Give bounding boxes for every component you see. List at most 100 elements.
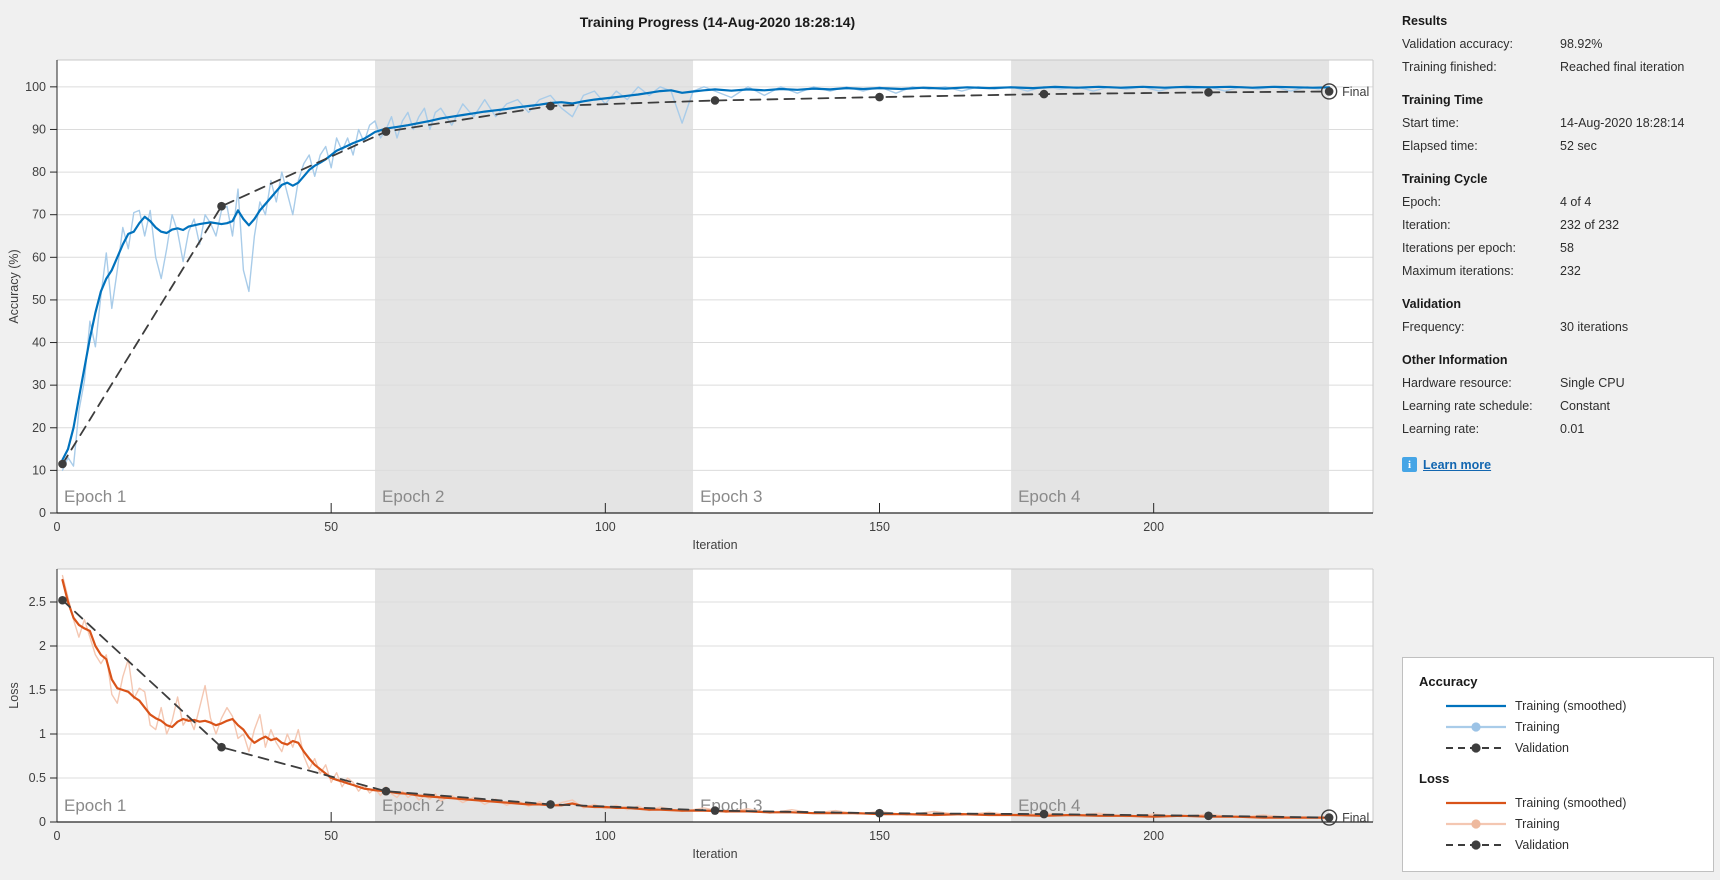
- info-section: Training Cycle Epoch: 4 of 4 Iteration: 232 …: [1402, 168, 1718, 283]
- epoch-label: Epoch 3: [700, 487, 762, 506]
- x-axis-title: Iteration: [692, 538, 737, 552]
- validation-marker: [1039, 809, 1049, 819]
- info-label: Hardware resource:: [1402, 376, 1512, 390]
- y-tick-label: 50: [32, 293, 46, 307]
- info-section: Validation Frequency: 30 iterations: [1402, 293, 1718, 339]
- legend-entry-label: Training: [1515, 816, 1560, 831]
- legend-entry: Training: [1419, 716, 1713, 737]
- info-label: Epoch:: [1402, 195, 1441, 209]
- validation-marker: [217, 742, 226, 752]
- y-tick-label: 0.5: [29, 771, 46, 785]
- info-row: Validation accuracy: 98.92%: [1402, 33, 1718, 56]
- info-row: Iteration: 232 of 232: [1402, 214, 1718, 237]
- validation-marker: [217, 201, 226, 211]
- legend-entry-label: Validation: [1515, 837, 1569, 852]
- y-axis-title: Accuracy (%): [7, 249, 21, 323]
- legend-entry: Training: [1419, 813, 1713, 834]
- y-tick-label: 30: [32, 378, 46, 392]
- accuracy-validation-line: [61, 90, 1330, 465]
- x-tick-label: 0: [54, 520, 61, 534]
- info-row: Iterations per epoch: 58: [1402, 237, 1718, 260]
- learn-more[interactable]: i Learn more: [1402, 457, 1718, 472]
- y-tick-label: 1: [39, 727, 46, 741]
- x-tick-label: 50: [324, 829, 338, 843]
- accuracy-smoothed-line: [61, 85, 1331, 461]
- epoch-shading-band: [1011, 60, 1330, 513]
- legend-swatch-blue-smoothed: [1446, 704, 1506, 707]
- epoch-label: Epoch 2: [382, 796, 444, 815]
- info-row: Epoch: 4 of 4: [1402, 191, 1718, 214]
- legend-entry-label: Validation: [1515, 740, 1569, 755]
- validation-marker: [1204, 88, 1213, 97]
- info-section-header: Results: [1402, 14, 1448, 28]
- x-tick-label: 200: [1143, 829, 1164, 843]
- validation-marker: [381, 127, 391, 136]
- info-label: Iteration:: [1402, 218, 1451, 232]
- legend-entry-label: Training (smoothed): [1515, 795, 1627, 810]
- y-tick-label: 60: [32, 250, 46, 264]
- info-value: 0.01: [1560, 422, 1585, 436]
- y-tick-label: 100: [25, 80, 46, 94]
- y-tick-label: 0: [39, 506, 46, 520]
- validation-marker: [1039, 89, 1049, 99]
- final-label: Final: [1342, 811, 1369, 825]
- y-tick-label: 40: [32, 336, 46, 350]
- validation-marker: [710, 806, 720, 815]
- legend-panel: Accuracy Training (smoothed) Training Valid…: [1402, 657, 1714, 872]
- epoch-label: Epoch 1: [64, 796, 126, 815]
- learn-more-link[interactable]: Learn more: [1423, 457, 1492, 472]
- info-panel: Results Validation accuracy: 98.92% Trainin…: [1402, 10, 1718, 472]
- info-section: Training Time Start time: 14-Aug-2020 18:2…: [1402, 89, 1718, 158]
- info-label: Learning rate:: [1402, 422, 1480, 436]
- info-value: 232: [1560, 264, 1581, 278]
- y-tick-label: 1.5: [29, 683, 46, 697]
- validation-marker: [546, 800, 555, 809]
- validation-marker: [58, 595, 67, 605]
- legend-section-title: Accuracy: [1419, 674, 1478, 689]
- info-value: Reached final iteration: [1560, 60, 1685, 74]
- info-value: 232 of 232: [1560, 218, 1620, 232]
- info-label: Elapsed time:: [1402, 139, 1478, 153]
- x-tick-label: 100: [595, 829, 616, 843]
- validation-marker: [1324, 87, 1334, 96]
- info-row: Frequency: 30 iterations: [1402, 316, 1718, 339]
- legend-entry: Validation: [1419, 834, 1713, 855]
- y-tick-label: 2.5: [29, 595, 46, 609]
- info-row: Start time: 14-Aug-2020 18:28:14: [1402, 112, 1718, 135]
- validation-marker: [875, 808, 884, 818]
- info-section-header: Other Information: [1402, 353, 1508, 367]
- x-tick-label: 200: [1143, 520, 1164, 534]
- info-section: Other Information Hardware resource: Singl…: [1402, 349, 1718, 441]
- epoch-label: Epoch 4: [1018, 796, 1080, 815]
- info-label: Start time:: [1402, 116, 1459, 130]
- x-tick-label: 100: [595, 520, 616, 534]
- legend-swatch-orange-validation: [1446, 839, 1506, 850]
- x-axis-title: Iteration: [692, 847, 737, 861]
- legend-entry: Training (smoothed): [1419, 695, 1713, 716]
- window-title: Training Progress (14-Aug-2020 18:28:14): [579, 14, 856, 30]
- y-tick-label: 20: [32, 421, 46, 435]
- x-tick-label: 0: [54, 829, 61, 843]
- info-value: 58: [1560, 241, 1574, 255]
- loss-chart: 0 50 100 150 200 0 0.5 1 1.5 2 2.5 Epoch 1 Epoch 2 Ep…: [7, 568, 1374, 861]
- y-tick-label: 10: [32, 463, 46, 477]
- epoch-label: Epoch 4: [1018, 487, 1080, 506]
- info-value: Single CPU: [1560, 376, 1625, 390]
- legend-section-title: Loss: [1419, 771, 1450, 786]
- final-marker-ring: [1320, 83, 1338, 100]
- validation-marker: [58, 459, 67, 469]
- info-label: Validation accuracy:: [1402, 37, 1513, 51]
- y-tick-label: 0: [39, 815, 46, 829]
- legend-swatch-blue-raw: [1446, 721, 1506, 732]
- legend-swatch-blue-validation: [1446, 742, 1506, 753]
- validation-marker: [1204, 811, 1213, 821]
- validation-marker: [381, 786, 391, 796]
- info-value: 52 sec: [1560, 139, 1597, 153]
- y-tick-label: 70: [32, 208, 46, 222]
- info-row: Elapsed time: 52 sec: [1402, 135, 1718, 158]
- y-axis-title: Loss: [7, 682, 21, 708]
- x-tick-label: 150: [869, 829, 890, 843]
- epoch-shading-band: [375, 569, 694, 822]
- epoch-shading-band: [375, 60, 694, 513]
